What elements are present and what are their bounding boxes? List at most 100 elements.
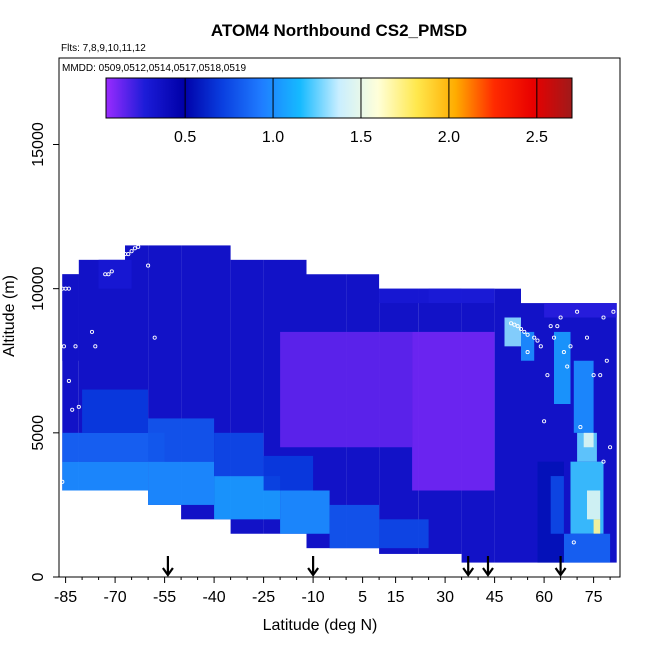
heatmap-cell [98,259,132,289]
y-tick-label: 5000 [30,415,47,451]
sample-marker [545,373,550,378]
sample-marker [66,378,71,383]
x-tick-label: -10 [302,589,325,606]
heatmap-cell [280,331,413,448]
sample-marker [561,350,566,355]
flight-arrows [162,556,567,577]
y-axis-label: Altitude (m) [1,275,18,357]
flight-arrow-head [554,567,567,577]
sample-marker [73,344,78,349]
heatmap-cell [504,317,521,347]
flight-arrow-head [307,567,319,577]
colorbar-tick-label: 2.5 [526,129,548,146]
sample-marker [515,324,520,329]
heatmap-cell [583,432,594,448]
sample-marker [571,540,576,545]
heatmap-cell [428,288,495,304]
heatmap-cell [62,432,165,462]
x-tick-label: -55 [153,589,176,606]
y-tick-label: 15000 [30,122,47,167]
mmdd-annotation: MMDD: 0509,0512,0514,0517,0518,0519 [62,63,246,74]
sample-marker [93,344,98,349]
x-tick-label: 30 [436,589,454,606]
heatmap-cell [412,331,495,491]
heatmap-cells [62,245,617,563]
heatmap-cell [587,490,601,520]
x-tick-label: 75 [585,589,603,606]
heatmap-cell [82,389,149,433]
sample-marker [129,249,134,254]
heatmap-cell [329,504,380,549]
sample-marker [76,404,81,409]
heatmap-cell [148,461,215,505]
sample-marker [60,479,65,484]
sample-marker [575,309,580,314]
sample-marker [611,309,616,314]
flight-arrow-head [462,567,475,577]
sample-marker [61,344,67,349]
sample-marker [608,445,613,450]
sample-marker [152,335,157,340]
sample-marker [535,338,540,343]
sample-marker [89,329,95,334]
x-tick-label: -85 [54,589,77,606]
sample-marker [532,335,537,340]
x-tick-label: 5 [358,589,367,606]
sample-marker [604,358,609,363]
sample-marker [70,407,75,412]
sample-marker [106,272,111,277]
colorbar-tick-label: 1.5 [350,129,372,146]
heatmap-cell [62,274,83,361]
heatmap-cell [593,519,601,534]
x-tick-label: -25 [252,589,275,606]
x-tick-label: 60 [535,589,553,606]
sample-marker [542,419,547,424]
x-tick-label: 15 [387,589,405,606]
sample-marker [119,254,124,260]
x-tick-label: -70 [104,589,127,606]
sample-marker [126,252,131,257]
sample-marker [565,364,570,369]
heatmap-cell [563,533,611,563]
colorbar-swatch [105,77,573,119]
envelope-cell [521,303,538,563]
heatmap-cell [263,455,314,491]
sample-marker [146,263,151,268]
colorbar: 0.5 1.0 1.5 2.0 2.5 [105,77,573,146]
heatmap-cell [521,331,535,361]
heatmap-cell [62,461,149,491]
chart-subtitle: Flts: 7,8,9,10,11,12 [61,43,146,54]
sample-marker [584,335,590,340]
axes: -85 -70 -55 -40 -25 -10 5 15 30 45 60 75 0 5000 10000 1… [30,122,611,606]
x-tick-label: -40 [203,589,226,606]
flight-arrow-head [162,567,174,577]
y-tick-label: 10000 [30,266,47,311]
heatmap-cell [554,331,571,404]
sample-marker [109,269,114,274]
chart-title: ATOM4 Northbound CS2_PMSD [211,21,467,40]
colorbar-tick-label: 0.5 [174,129,196,146]
heatmap-cell [379,519,429,549]
heatmap-cell [544,303,617,318]
sample-marker [525,350,530,355]
heatmap-cell [280,490,330,534]
heatmap-cell [550,476,564,534]
sample-marker [538,344,543,349]
flight-arrow-head [482,567,494,577]
sample-marker [509,321,514,326]
sample-marker [136,244,141,249]
sample-marker [598,373,603,378]
sample-marker [66,286,71,291]
x-axis-label: Latitude (deg N) [263,617,378,634]
y-tick-label: 0 [30,572,47,581]
x-tick-label: 45 [486,589,504,606]
sample-marker [555,324,560,329]
sample-marker [525,332,530,337]
sample-marker [132,246,137,251]
heatmap-cell [214,432,264,477]
plot-frame [58,57,621,578]
sample-marker [558,315,563,320]
sample-marker [591,373,596,378]
